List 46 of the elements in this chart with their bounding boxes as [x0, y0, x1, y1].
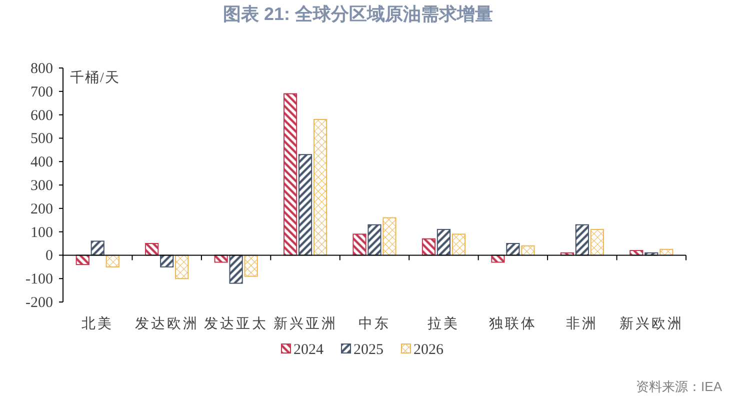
chart-title: 图表 21: 全球分区域原油需求增量 [222, 4, 494, 24]
y-tick-label: 0 [46, 248, 53, 264]
bar [590, 228, 604, 256]
bar [506, 243, 520, 256]
x-tick-label: 北美 [82, 316, 114, 332]
x-tick-label: 发达欧洲 [134, 316, 199, 332]
bar [422, 238, 436, 256]
x-tick-label: 中东 [358, 316, 390, 332]
bar [175, 254, 189, 280]
y-tick-label: 600 [30, 108, 53, 124]
bar [90, 240, 104, 256]
bar [436, 228, 451, 256]
y-tick-label: -100 [26, 272, 53, 288]
bar [382, 217, 396, 256]
y-axis-title: 千桶/天 [70, 70, 120, 86]
bar [145, 243, 159, 256]
bar [106, 254, 120, 268]
x-tick-label: 发达亚太 [204, 316, 268, 332]
x-tick-label: 新兴亚洲 [273, 316, 338, 332]
bar [575, 224, 589, 256]
bar [313, 118, 328, 256]
bar [283, 93, 298, 256]
y-tick-label: 400 [30, 154, 53, 171]
bar [160, 254, 174, 268]
bar [368, 224, 382, 256]
y-tick-label: -200 [26, 295, 53, 311]
legend-label: 2025 [354, 342, 384, 358]
y-tick-label: 800 [30, 61, 53, 77]
x-tick-label: 新兴欧洲 [619, 316, 684, 332]
bar [298, 154, 312, 256]
legend-label: 2026 [414, 342, 444, 358]
bar [229, 254, 243, 284]
x-tick-label: 独联体 [488, 316, 537, 332]
bar [76, 254, 90, 266]
text: 资料来源：IEA [636, 379, 722, 394]
y-tick-label: 200 [30, 201, 53, 218]
y-tick-label: 100 [30, 224, 53, 241]
bar [244, 254, 258, 277]
x-tick-label: 非洲 [566, 316, 598, 332]
y-tick-label: 500 [30, 131, 53, 148]
legend-label: 2024 [294, 342, 324, 358]
bar [452, 234, 466, 256]
x-tick-label: 拉美 [428, 316, 460, 332]
y-tick-label: 300 [30, 178, 53, 194]
bar [352, 234, 366, 256]
y-tick-label: 700 [30, 84, 53, 100]
